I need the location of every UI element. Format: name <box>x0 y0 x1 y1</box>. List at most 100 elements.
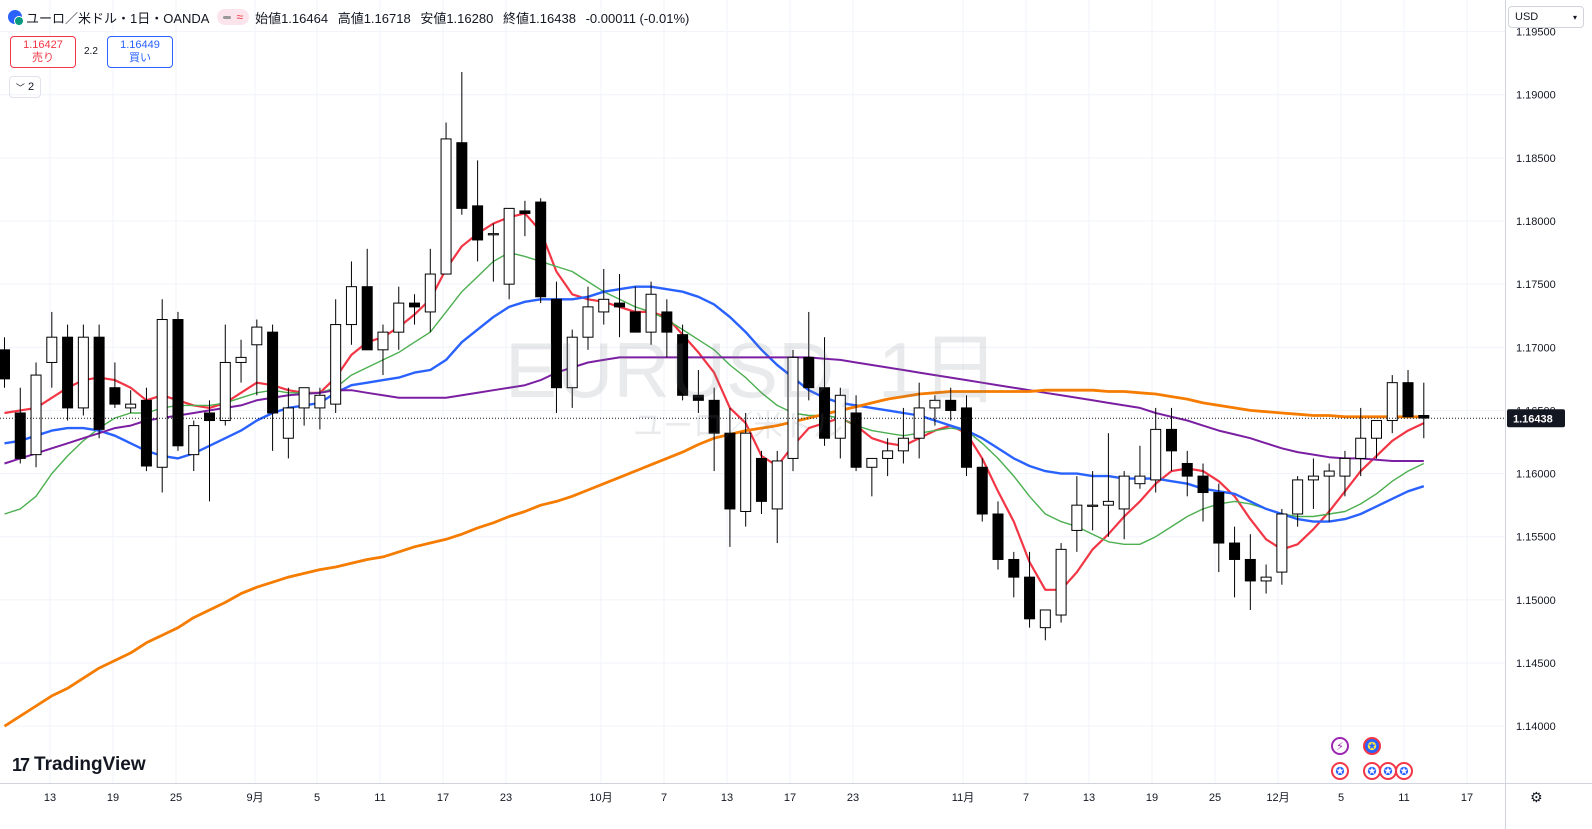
gear-icon[interactable]: ⚙ <box>1530 789 1543 805</box>
candle-up <box>487 233 499 236</box>
candle-down <box>1244 558 1256 582</box>
moving-average-line <box>4 251 1425 545</box>
candle-down <box>1213 492 1225 544</box>
candle-up <box>1071 504 1083 531</box>
candle-up <box>156 319 168 468</box>
us-event-icon[interactable]: ✪ <box>1395 762 1413 780</box>
candle-down <box>1402 382 1414 418</box>
price-tick-label: 1.17500 <box>1516 279 1556 291</box>
candle-down <box>1165 428 1177 452</box>
candle-down <box>708 399 720 434</box>
candle-down <box>850 412 862 468</box>
candle-down <box>0 349 10 380</box>
candle-down <box>1197 475 1209 494</box>
open-value: 始値1.16464 <box>255 10 329 26</box>
candle-up <box>834 394 846 439</box>
price-tick-label: 1.18500 <box>1516 153 1556 165</box>
price-tick-label: 1.18000 <box>1516 216 1556 228</box>
candle-up <box>1039 609 1051 629</box>
candle-up <box>929 399 941 409</box>
candle-down <box>1008 558 1020 578</box>
candle-up <box>345 286 357 326</box>
us-event-icon[interactable]: ✪ <box>1331 762 1349 780</box>
buy-button[interactable]: 1.16449 買い <box>107 36 173 68</box>
candle-up <box>1260 576 1272 582</box>
time-tick-label: 17 <box>784 792 796 804</box>
sell-button[interactable]: 1.16427 売り <box>10 36 76 68</box>
candle-down <box>614 302 626 308</box>
close-value: 終値1.16438 <box>502 10 576 26</box>
candlestick-series <box>0 71 1430 641</box>
candle-down <box>1181 462 1193 477</box>
chevron-down-icon: ﹀ <box>15 82 25 93</box>
time-tick-label: 7 <box>661 792 667 804</box>
symbol-title[interactable]: ユーロ／米ドル・1日・OANDA <box>26 10 210 26</box>
candle-down <box>819 387 831 439</box>
candle-up <box>771 460 783 510</box>
candle-up <box>882 450 894 459</box>
time-tick-label: 11 <box>1398 792 1409 804</box>
candle-down <box>945 399 957 411</box>
time-tick-label: 11 <box>374 792 385 804</box>
candle-down <box>535 201 547 298</box>
candle-up <box>598 298 610 313</box>
indicator-pill[interactable]: ≈ <box>217 9 250 25</box>
candle-up <box>235 356 247 363</box>
candle-up <box>219 361 231 422</box>
candle-up <box>77 336 89 409</box>
candle-down <box>724 432 736 510</box>
candle-down <box>992 513 1004 560</box>
candle-up <box>377 331 389 351</box>
candle-down <box>976 466 988 515</box>
candle-up <box>1339 457 1351 477</box>
candle-down <box>140 399 152 467</box>
symbol-header: ユーロ／米ドル・1日・OANDA ≈ 始値1.16464 高値1.16718 安… <box>8 7 695 27</box>
price-tick-label: 1.19000 <box>1516 90 1556 102</box>
watermark-sub: ユーロ／米ドル <box>633 410 843 443</box>
symbol-watermark: EURUSD, 1日 ユーロ／米ドル <box>505 330 999 444</box>
time-tick-label: 17 <box>437 792 449 804</box>
candle-up <box>330 324 342 405</box>
candle-up <box>30 374 42 456</box>
buy-label: 買い <box>129 52 151 64</box>
sell-label: 売り <box>32 52 54 64</box>
candle-down <box>629 311 641 333</box>
time-tick-label: 5 <box>1338 792 1344 804</box>
currency-button[interactable]: USD ▾ <box>1508 6 1584 28</box>
candle-down <box>472 205 484 241</box>
time-tick-label: 13 <box>44 792 56 804</box>
candle-down <box>1024 576 1036 620</box>
time-tick-label: 10月 <box>589 792 612 804</box>
candle-up <box>188 425 200 456</box>
candle-up <box>1102 500 1114 506</box>
eu-event-icon[interactable]: ✪ <box>1363 737 1381 755</box>
current-price-label: 1.16438 <box>1513 413 1553 425</box>
candle-up <box>282 407 294 439</box>
price-tick-label: 1.14000 <box>1516 721 1556 733</box>
candle-up <box>1055 548 1067 616</box>
eurusd-flag-icon <box>8 10 24 26</box>
candle-up <box>566 336 578 389</box>
lightning-event-icon[interactable]: ⚡ <box>1331 737 1349 755</box>
time-tick-label: 13 <box>721 792 733 804</box>
indicators-toggle-button[interactable]: ﹀ 2 <box>9 76 41 98</box>
price-tick-label: 1.15500 <box>1516 532 1556 544</box>
candle-up <box>46 336 58 363</box>
time-tick-label: 12月 <box>1266 792 1289 804</box>
candle-up <box>1370 420 1382 439</box>
tradingview-logo[interactable]: 17 TradingView <box>12 754 146 776</box>
candle-down <box>1418 414 1430 419</box>
candle-up <box>787 356 799 459</box>
candle-up <box>393 302 405 333</box>
candle-up <box>1118 475 1130 510</box>
candle-up <box>424 273 436 313</box>
time-tick-label: 23 <box>500 792 512 804</box>
low-value: 安値1.16280 <box>420 10 494 26</box>
candle-up <box>314 394 326 409</box>
candle-up <box>440 138 452 275</box>
indicator-count: 2 <box>27 81 35 93</box>
candle-down <box>550 298 562 389</box>
chevron-down-icon: ▾ <box>1572 12 1577 22</box>
